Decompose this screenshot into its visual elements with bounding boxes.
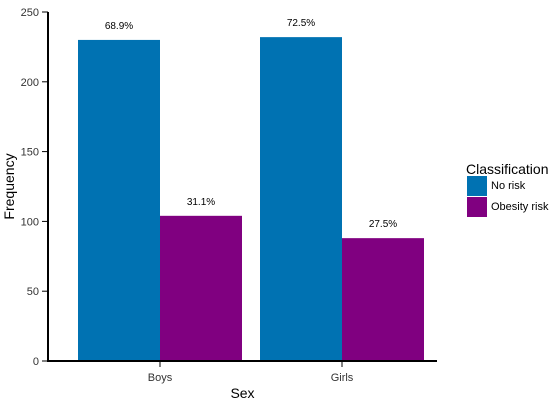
y-tick-label: 50 — [27, 286, 39, 298]
bar-obesity-risk-girls — [342, 238, 424, 361]
y-tick-label: 0 — [33, 356, 39, 368]
legend-label: Obesity risk — [491, 201, 549, 213]
x-axis: Boys Girls — [47, 360, 437, 384]
data-label: 31.1% — [187, 197, 215, 208]
bars-layer — [78, 37, 424, 362]
data-labels-layer: 68.9% 31.1% 72.5% 27.5% — [105, 18, 397, 230]
legend: Classification No risk Obesity risk — [466, 161, 549, 217]
data-label: 27.5% — [369, 219, 397, 230]
y-tick-label: 250 — [21, 7, 39, 19]
legend-title: Classification — [466, 161, 548, 177]
bar-obesity-risk-boys — [160, 215, 242, 361]
legend-label: No risk — [491, 180, 526, 192]
legend-swatch — [467, 176, 487, 196]
x-axis-title: Sex — [230, 385, 254, 401]
y-tick-label: 150 — [21, 147, 39, 159]
x-tick-label: Girls — [331, 372, 354, 384]
bar-no-risk-boys — [78, 39, 160, 362]
y-axis: 0 50 100 150 200 250 — [21, 7, 49, 368]
data-label: 72.5% — [287, 18, 315, 29]
y-tick-label: 100 — [21, 216, 39, 228]
bar-no-risk-girls — [260, 37, 342, 362]
y-tick-label: 200 — [21, 77, 39, 89]
x-tick-label: Boys — [148, 372, 173, 384]
data-label: 68.9% — [105, 21, 133, 32]
y-axis-title: Frequency — [1, 153, 17, 219]
legend-swatch — [467, 197, 487, 217]
